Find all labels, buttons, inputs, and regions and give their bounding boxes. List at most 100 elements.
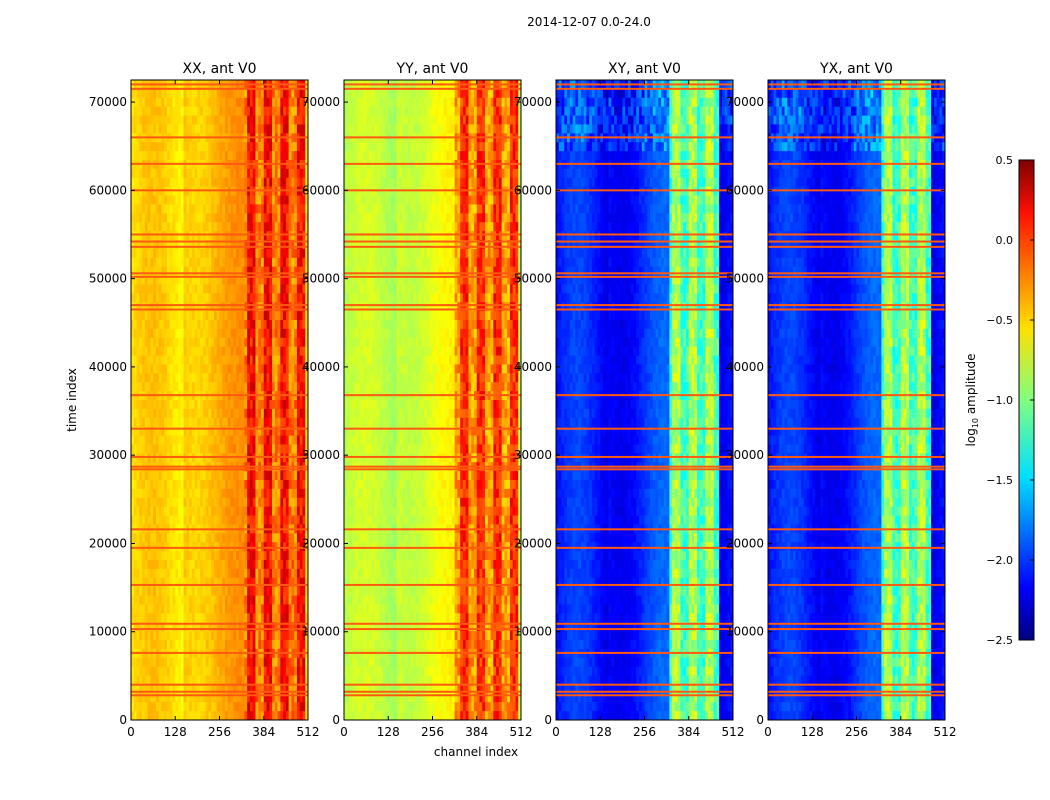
- heatmap-cell: [258, 177, 262, 188]
- heatmap-cell: [399, 88, 403, 99]
- heatmap-cell: [296, 506, 301, 516]
- heatmap-cell: [260, 373, 265, 383]
- heatmap-cell: [291, 284, 295, 294]
- heatmap-cell: [236, 124, 240, 134]
- heatmap-cell: [202, 711, 207, 721]
- heatmap-cell: [272, 382, 276, 392]
- heatmap-cell: [158, 675, 162, 685]
- heatmap-cell: [183, 711, 187, 721]
- heatmap-cell: [194, 124, 198, 134]
- heatmap-cell: [291, 417, 295, 428]
- heatmap-cell: [288, 480, 292, 490]
- flagged-row: [131, 87, 308, 90]
- heatmap-cell: [139, 400, 143, 410]
- heatmap-cell: [247, 657, 251, 668]
- heatmap-cell: [186, 240, 190, 250]
- heatmap-cell: [255, 657, 259, 668]
- heatmap-cell: [258, 480, 262, 490]
- heatmap-cell: [158, 293, 162, 303]
- heatmap-cell: [158, 346, 162, 356]
- heatmap-cell: [178, 284, 182, 294]
- heatmap-cell: [288, 657, 292, 668]
- heatmap-cell: [230, 506, 234, 516]
- heatmap-cell: [158, 320, 162, 330]
- heatmap-cell: [169, 444, 173, 454]
- heatmap-cell: [178, 311, 182, 321]
- heatmap-cell: [247, 631, 251, 641]
- heatmap-cell: [236, 195, 240, 205]
- heatmap-cell: [462, 115, 467, 125]
- heatmap-cell: [305, 106, 309, 116]
- heatmap-cell: [272, 560, 276, 570]
- heatmap-cell: [153, 266, 157, 276]
- heatmap-cell: [302, 177, 306, 188]
- heatmap-cell: [202, 515, 207, 525]
- heatmap-cell: [407, 115, 411, 125]
- heatmap-cell: [518, 88, 522, 99]
- heatmap-cell: [225, 222, 229, 232]
- heatmap-cell: [299, 586, 303, 596]
- heatmap-cell: [283, 693, 287, 703]
- heatmap-cell: [252, 444, 256, 454]
- heatmap-cell: [238, 337, 243, 348]
- heatmap-cell: [213, 400, 218, 410]
- heatmap-cell: [142, 195, 146, 205]
- heatmap-cell: [225, 622, 229, 632]
- heatmap-cell: [144, 666, 148, 676]
- heatmap-cell: [136, 675, 140, 685]
- heatmap-cell: [178, 240, 182, 250]
- heatmap-cell: [244, 382, 248, 392]
- heatmap-cell: [283, 248, 287, 259]
- heatmap-cell: [407, 97, 411, 108]
- heatmap-cell: [460, 97, 464, 108]
- heatmap-cell: [296, 666, 301, 676]
- heatmap-cell: [258, 684, 262, 694]
- heatmap-cell: [283, 213, 287, 223]
- heatmap-cell: [175, 675, 179, 685]
- heatmap-cell: [155, 320, 160, 330]
- heatmap-cell: [183, 124, 187, 134]
- heatmap-cell: [186, 444, 190, 454]
- heatmap-cell: [252, 168, 256, 179]
- heatmap-cell: [391, 88, 395, 99]
- heatmap-cell: [247, 551, 251, 561]
- heatmap-cell: [283, 373, 287, 383]
- heatmap-cell: [291, 488, 295, 499]
- heatmap-cell: [213, 151, 218, 161]
- heatmap-cell: [241, 240, 245, 250]
- heatmap-cell: [164, 408, 168, 419]
- heatmap-cell: [252, 293, 256, 303]
- heatmap-cell: [191, 328, 196, 339]
- heatmap-cell: [294, 586, 298, 596]
- heatmap-cell: [252, 613, 256, 623]
- heatmap-cell: [473, 106, 478, 116]
- heatmap-cell: [175, 240, 179, 250]
- heatmap-cell: [260, 151, 265, 161]
- heatmap-cell: [266, 560, 270, 570]
- heatmap-cell: [155, 408, 160, 419]
- heatmap-cell: [283, 551, 287, 561]
- heatmap-cell: [139, 373, 143, 383]
- heatmap-cell: [169, 595, 173, 605]
- flagged-row: [131, 162, 308, 165]
- heatmap-cell: [485, 88, 489, 99]
- heatmap-cell: [147, 231, 151, 241]
- heatmap-cell: [258, 195, 262, 205]
- heatmap-cell: [299, 480, 303, 490]
- heatmap-cell: [305, 240, 309, 250]
- heatmap-cell: [291, 222, 295, 232]
- heatmap-cell: [194, 408, 198, 419]
- heatmap-cell: [249, 400, 254, 410]
- heatmap-cell: [133, 622, 137, 632]
- heatmap-cell: [183, 293, 187, 303]
- heatmap-cell: [133, 257, 137, 268]
- heatmap-cell: [222, 453, 226, 463]
- heatmap-cell: [216, 480, 220, 490]
- heatmap-cell: [291, 631, 295, 641]
- heatmap-cell: [260, 453, 265, 463]
- heatmap-cell: [288, 320, 292, 330]
- heatmap-cell: [136, 106, 140, 116]
- heatmap-cell: [296, 702, 301, 712]
- heatmap-cell: [139, 115, 143, 125]
- heatmap-cell: [349, 106, 353, 116]
